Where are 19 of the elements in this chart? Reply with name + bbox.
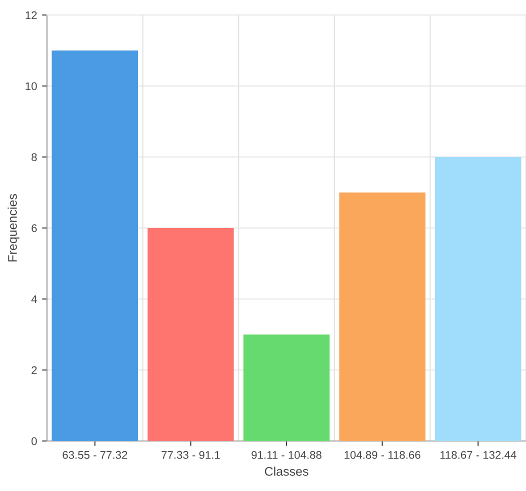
x-tick-label: 63.55 - 77.32	[62, 451, 128, 459]
y-tick-label: 4	[31, 295, 37, 304]
x-tick-label: 91.11 - 104.88	[252, 451, 322, 459]
bar	[434, 157, 522, 441]
y-tick-label: 6	[32, 224, 37, 232]
x-tick-label: 104.89 - 118.66	[344, 451, 420, 459]
y-tick-label: 10	[26, 82, 37, 90]
x-axis-title: Classes	[264, 466, 308, 476]
y-tick-label: 0	[32, 437, 37, 446]
y-tick-label: 8	[32, 153, 37, 162]
x-tick-label: 77.33 - 91.1	[162, 451, 220, 459]
bar	[243, 334, 330, 441]
x-tick-label: 118.67 - 132.44	[440, 451, 516, 459]
bar	[52, 50, 138, 441]
y-tick-label: 12	[26, 11, 37, 20]
bar	[148, 228, 234, 441]
y-tick-label: 2	[32, 366, 37, 374]
bar	[339, 192, 426, 441]
y-axis-title: Frequencies	[8, 194, 20, 262]
